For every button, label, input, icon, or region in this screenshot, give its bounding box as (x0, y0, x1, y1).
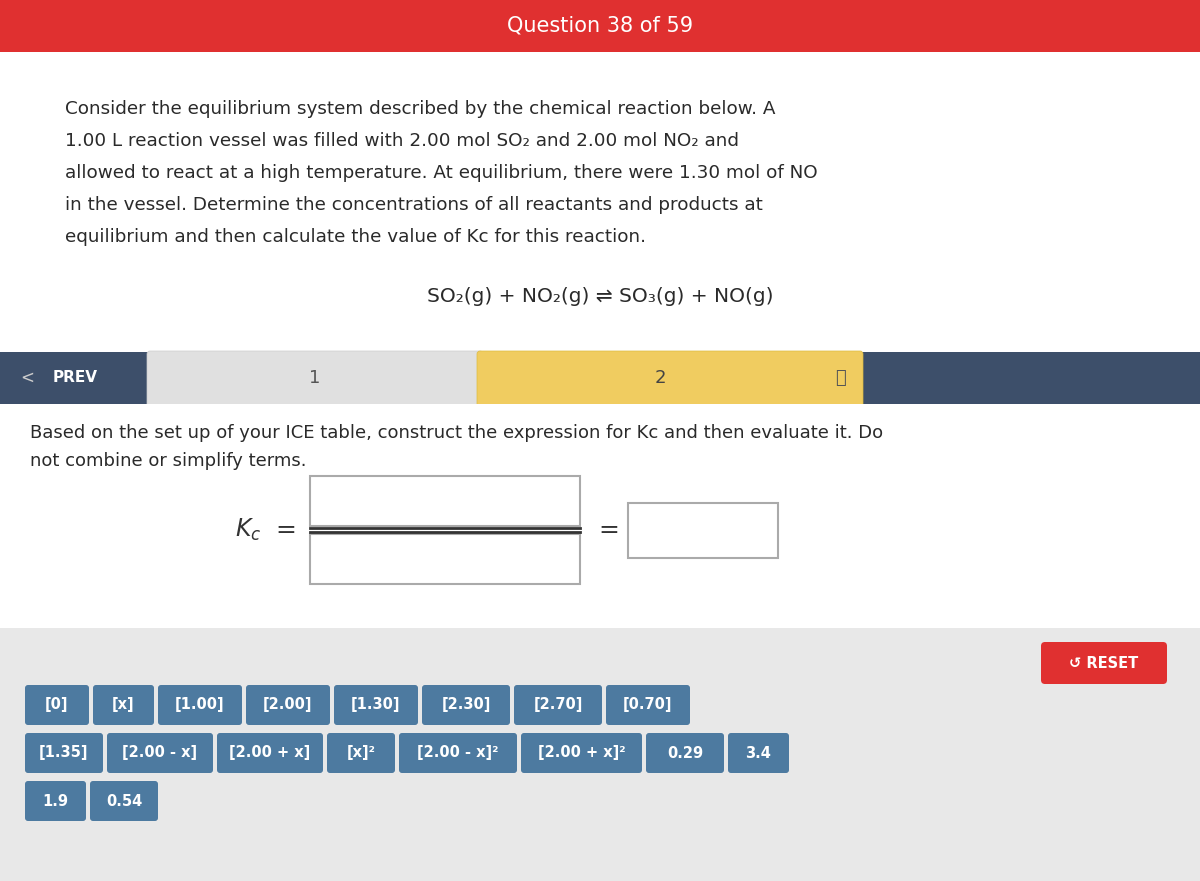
FancyBboxPatch shape (398, 733, 517, 773)
FancyBboxPatch shape (107, 733, 214, 773)
FancyBboxPatch shape (728, 733, 790, 773)
FancyBboxPatch shape (521, 733, 642, 773)
FancyBboxPatch shape (646, 733, 724, 773)
Text: allowed to react at a high temperature. At equilibrium, there were 1.30 mol of N: allowed to react at a high temperature. … (65, 164, 817, 182)
FancyBboxPatch shape (1042, 642, 1166, 684)
Text: 1.00 L reaction vessel was filled with 2.00 mol SO₂ and 2.00 mol NO₂ and: 1.00 L reaction vessel was filled with 2… (65, 132, 739, 150)
FancyBboxPatch shape (334, 685, 418, 725)
Text: PREV: PREV (53, 371, 97, 386)
FancyBboxPatch shape (628, 502, 778, 558)
Text: [2.00 + x]²: [2.00 + x]² (538, 745, 625, 760)
Text: 2: 2 (654, 369, 666, 387)
Text: [2.00 - x]: [2.00 - x] (122, 745, 198, 760)
Text: 3.4: 3.4 (745, 745, 772, 760)
FancyBboxPatch shape (0, 352, 150, 404)
Text: $K_c$: $K_c$ (235, 517, 262, 543)
Text: SO₂(g) + NO₂(g) ⇌ SO₃(g) + NO(g): SO₂(g) + NO₂(g) ⇌ SO₃(g) + NO(g) (427, 286, 773, 306)
Text: [2.70]: [2.70] (533, 698, 583, 713)
FancyBboxPatch shape (148, 351, 482, 407)
Text: in the vessel. Determine the concentrations of all reactants and products at: in the vessel. Determine the concentrati… (65, 196, 763, 214)
FancyBboxPatch shape (94, 685, 154, 725)
Text: 1.9: 1.9 (42, 794, 68, 809)
Text: =: = (275, 518, 296, 542)
Text: 1: 1 (310, 369, 320, 387)
FancyBboxPatch shape (158, 685, 242, 725)
Text: Based on the set up of your ICE table, construct the expression for Kc and then : Based on the set up of your ICE table, c… (30, 424, 883, 442)
Text: =: = (598, 518, 619, 542)
Text: ↺ RESET: ↺ RESET (1069, 655, 1139, 670)
FancyBboxPatch shape (422, 685, 510, 725)
Text: [2.00 - x]²: [2.00 - x]² (418, 745, 499, 760)
Text: not combine or simplify terms.: not combine or simplify terms. (30, 452, 306, 470)
FancyBboxPatch shape (0, 0, 1200, 52)
FancyBboxPatch shape (246, 685, 330, 725)
Text: 👆: 👆 (835, 369, 845, 387)
Text: [2.30]: [2.30] (442, 698, 491, 713)
FancyBboxPatch shape (326, 733, 395, 773)
FancyBboxPatch shape (0, 628, 1200, 881)
Text: Consider the equilibrium system described by the chemical reaction below. A: Consider the equilibrium system describe… (65, 100, 775, 118)
Text: 0.54: 0.54 (106, 794, 142, 809)
FancyBboxPatch shape (478, 351, 863, 407)
Text: [1.30]: [1.30] (352, 698, 401, 713)
FancyBboxPatch shape (0, 352, 1200, 404)
Text: [x]: [x] (112, 698, 134, 713)
Text: [x]²: [x]² (347, 745, 376, 760)
FancyBboxPatch shape (217, 733, 323, 773)
Text: [0.70]: [0.70] (623, 698, 673, 713)
Text: [1.00]: [1.00] (175, 698, 224, 713)
Text: [1.35]: [1.35] (40, 745, 89, 760)
Text: equilibrium and then calculate the value of Kc for this reaction.: equilibrium and then calculate the value… (65, 228, 646, 246)
FancyBboxPatch shape (90, 781, 158, 821)
FancyBboxPatch shape (0, 52, 1200, 352)
FancyBboxPatch shape (0, 404, 1200, 628)
FancyBboxPatch shape (25, 685, 89, 725)
FancyBboxPatch shape (310, 534, 580, 584)
FancyBboxPatch shape (25, 733, 103, 773)
Text: [2.00 + x]: [2.00 + x] (229, 745, 311, 760)
FancyBboxPatch shape (606, 685, 690, 725)
Text: [2.00]: [2.00] (263, 698, 313, 713)
FancyBboxPatch shape (514, 685, 602, 725)
Text: [0]: [0] (46, 698, 68, 713)
Text: 0.29: 0.29 (667, 745, 703, 760)
Text: Question 38 of 59: Question 38 of 59 (506, 16, 694, 36)
FancyBboxPatch shape (25, 781, 86, 821)
FancyBboxPatch shape (310, 476, 580, 526)
Text: <: < (20, 369, 34, 387)
